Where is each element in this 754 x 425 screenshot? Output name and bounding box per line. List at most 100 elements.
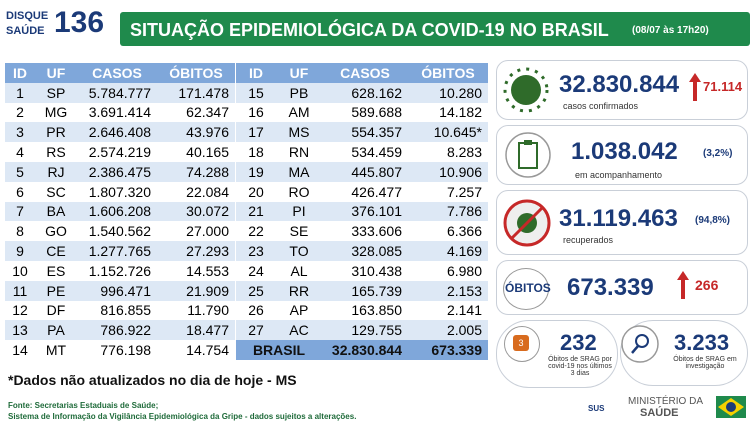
table-cell: MT	[45, 342, 67, 359]
table-cell: 43.976	[186, 124, 229, 141]
confirmed-label: casos confirmados	[563, 101, 639, 111]
table-cell: ES	[46, 262, 66, 279]
table-cell: 20	[248, 183, 264, 200]
table-cell: 376.101	[351, 203, 402, 220]
table-row: 12 DF 816.855 11.790	[5, 300, 235, 321]
table-cell: 2.153	[446, 282, 482, 299]
deaths-heading: ÓBITOS	[505, 281, 551, 295]
ministry-bottom: SAÚDE	[640, 407, 679, 419]
table-row: 18 RN 534.459 8.283	[236, 142, 488, 162]
table-cell: PA	[47, 322, 65, 339]
table-cell: 11.790	[187, 302, 229, 319]
table-cell: 11	[12, 282, 28, 299]
table-row: 16 AM 589.688 14.182	[236, 102, 488, 123]
monitoring-label: em acompanhamento	[575, 170, 663, 180]
table-cell: RS	[46, 144, 66, 161]
table-cell: 2.141	[446, 302, 482, 319]
table-row: 1 SP 5.784.777 171.478	[5, 82, 235, 103]
clipboard-icon	[505, 132, 551, 178]
monitoring-card: 1.038.042 (3,2%) em acompanhamento	[496, 125, 748, 185]
table-row: 7 BA 1.606.208 30.072	[5, 201, 235, 222]
logo: DISQUE SAÚDE 136	[6, 6, 110, 44]
table-cell: 30.072	[186, 203, 229, 220]
table-cell: 21.909	[186, 282, 229, 299]
table-cell: DF	[46, 302, 66, 319]
table-cell: 10.280	[439, 84, 482, 101]
table-cell: 27	[248, 322, 264, 339]
table-cell: 1.152.726	[88, 262, 151, 279]
table-cell: GO	[45, 223, 67, 240]
table-cell: 445.807	[351, 163, 402, 180]
table-cell: 5	[16, 163, 24, 180]
table-cell: MA	[288, 163, 310, 180]
table-cell: PI	[292, 203, 306, 220]
magnifier-icon	[621, 325, 659, 363]
table-header: ID UF CASOS ÓBITOS	[236, 63, 488, 83]
table-row: 19 MA 445.807 10.906	[236, 161, 488, 182]
ministry-top: MINISTÉRIO DA	[628, 396, 704, 407]
table-cell: 165.739	[351, 282, 402, 299]
table-cell: RN	[288, 144, 310, 161]
column-header: CASOS	[340, 64, 390, 81]
note: *Dados não atualizados no dia de hoje - …	[8, 372, 297, 388]
table-cell: 27.293	[186, 243, 229, 260]
table-row: 10 ES 1.152.726 14.553	[5, 260, 235, 281]
logo-number: 136	[54, 6, 105, 39]
column-header: CASOS	[92, 64, 142, 81]
column-header: ÓBITOS	[169, 64, 223, 81]
confirmed-value: 32.830.844	[559, 71, 680, 98]
table-cell: PB	[289, 84, 309, 101]
table-cell: 14.754	[186, 342, 229, 359]
table-cell: 62.347	[186, 104, 229, 121]
monitoring-value: 1.038.042	[571, 138, 678, 165]
table-header: ID UF CASOS ÓBITOS	[5, 63, 235, 83]
column-header: UF	[46, 64, 66, 81]
total-row: BRASIL 32.830.844 673.339	[236, 340, 488, 360]
table-cell: 589.688	[351, 104, 402, 121]
table-row: 6 SC 1.807.320 22.084	[5, 181, 235, 202]
column-header: UF	[289, 64, 309, 81]
table-cell: 40.165	[186, 144, 229, 161]
table-row: 15 PB 628.162 10.280	[236, 82, 488, 103]
table-cell: 2.574.219	[88, 144, 151, 161]
table-cell: 9	[16, 243, 24, 260]
table-cell: MS	[288, 124, 310, 141]
table-row: 14 MT 776.198 14.754	[5, 340, 235, 360]
srag-investigation-label: Óbitos de SRAG em investigação	[673, 356, 737, 370]
table-cell: 6.980	[446, 262, 482, 279]
table-cell: 8.283	[446, 144, 482, 161]
footer-line: Fonte: Secretarias Estaduais de Saúde;	[8, 401, 159, 410]
table-row: 20 RO 426.477 7.257	[236, 181, 488, 202]
table-cell: 163.850	[351, 302, 402, 319]
timestamp: (08/07 às 17h20)	[632, 25, 709, 36]
table-cell: RJ	[47, 163, 65, 180]
virus-icon	[503, 67, 549, 113]
table-cell: 23	[248, 243, 264, 260]
table-cell: BA	[46, 203, 66, 220]
table-cell: 534.459	[351, 144, 402, 161]
table-cell: 7	[16, 203, 24, 220]
calendar-icon	[504, 326, 540, 362]
deaths-badge	[503, 268, 549, 310]
table-cell: 333.606	[351, 223, 402, 240]
table-cell: 7.257	[446, 183, 482, 200]
table-cell: PR	[46, 124, 66, 141]
confirmed-card: 32.830.844 71.114 casos confirmados	[496, 60, 748, 120]
table-cell: 16	[248, 104, 264, 121]
table-row: 26 AP 163.850 2.141	[236, 300, 488, 321]
table-cell: 816.855	[100, 302, 151, 319]
total-cases: 32.830.844	[331, 342, 402, 359]
table-row: 2 MG 3.691.414 62.347	[5, 102, 235, 123]
table-cell: 310.438	[351, 262, 402, 279]
table-cell: 8	[16, 223, 24, 240]
table-cell: 776.198	[100, 342, 151, 359]
srag-recent-value: 232	[560, 330, 597, 355]
table-cell: 74.288	[186, 163, 229, 180]
deaths-card: ÓBITOS 673.339 266	[496, 260, 748, 315]
table-cell: SP	[46, 84, 66, 101]
table-cell: 2.005	[446, 322, 482, 339]
table-cell: 14.553	[186, 262, 229, 279]
table-cell: 1.540.562	[88, 223, 151, 240]
column-header: ÓBITOS	[421, 64, 475, 81]
logo-top: DISQUE	[6, 10, 49, 22]
